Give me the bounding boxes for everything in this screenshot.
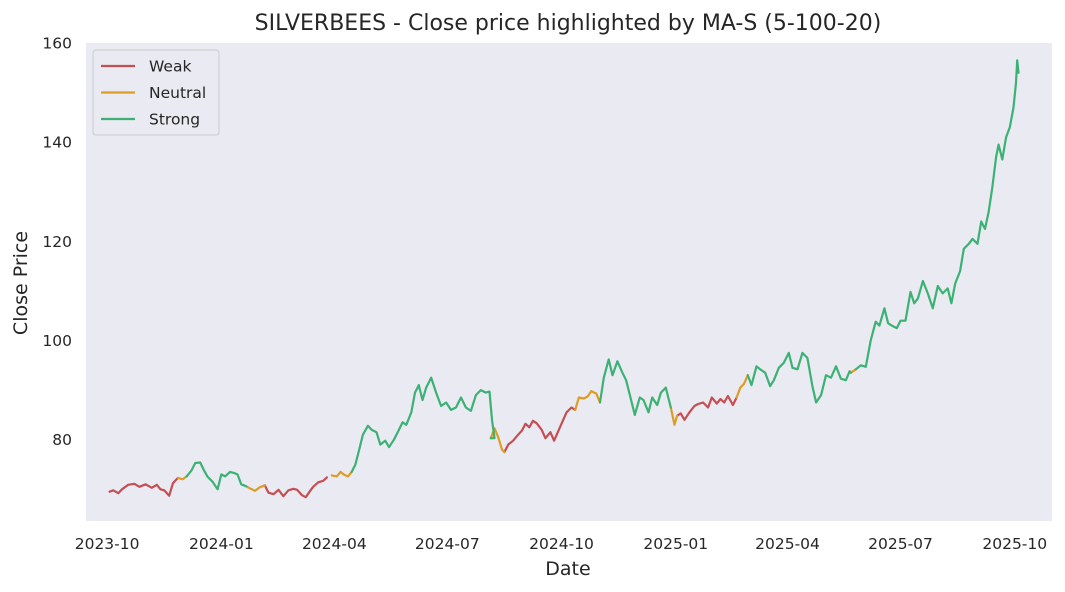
x-tick-label: 2024-07 [415,535,480,553]
price-lines [108,59,1020,499]
series-line-weak [263,476,328,499]
y-tick-label: 140 [42,134,72,152]
y-axis-ticks: 80 100 120 140 160 [42,35,72,450]
series-line-neutral [574,390,602,411]
series-line-strong [746,351,853,404]
y-tick-label: 100 [42,332,72,350]
legend-label-strong: Strong [149,111,200,129]
series-line-strong [854,59,1020,371]
series-line-neutral [176,475,188,481]
series-line-weak [503,406,577,454]
legend-frame [92,49,220,136]
x-tick-label: 2024-10 [529,535,594,553]
y-tick-label: 160 [42,35,72,53]
series-line-strong [185,461,248,491]
series-line-neutral [330,470,353,478]
series-line-neutral [669,406,679,426]
series-line-weak [108,476,179,497]
x-tick-label: 2024-01 [189,535,254,553]
series-line-strong [350,376,496,473]
legend-label-neutral: Neutral [149,84,206,102]
y-tick-label: 120 [42,233,72,251]
plot-area [86,43,1052,521]
y-axis-label: Close Price [10,231,32,335]
x-axis-ticks: 2023-10 2024-01 2024-04 2024-07 2024-10 2025-… [75,535,1047,553]
x-tick-label: 2025-10 [982,535,1047,553]
x-tick-label: 2025-01 [643,535,708,553]
series-line-neutral [735,374,749,399]
x-tick-label: 2025-04 [755,535,820,553]
legend-label-weak: Weak [149,58,191,76]
x-tick-label: 2024-04 [302,535,367,553]
chart-title: SILVERBEES - Close price highlighted by … [255,11,882,36]
y-tick-label: 80 [52,431,72,449]
series-line-neutral [245,484,266,492]
series-line-weak [675,394,738,421]
x-tick-label: 2023-10 [75,535,140,553]
legend: Weak Neutral Strong [92,49,220,136]
series-line-strong [598,358,672,416]
x-axis-label: Date [545,558,590,580]
x-tick-label: 2025-07 [868,535,933,553]
